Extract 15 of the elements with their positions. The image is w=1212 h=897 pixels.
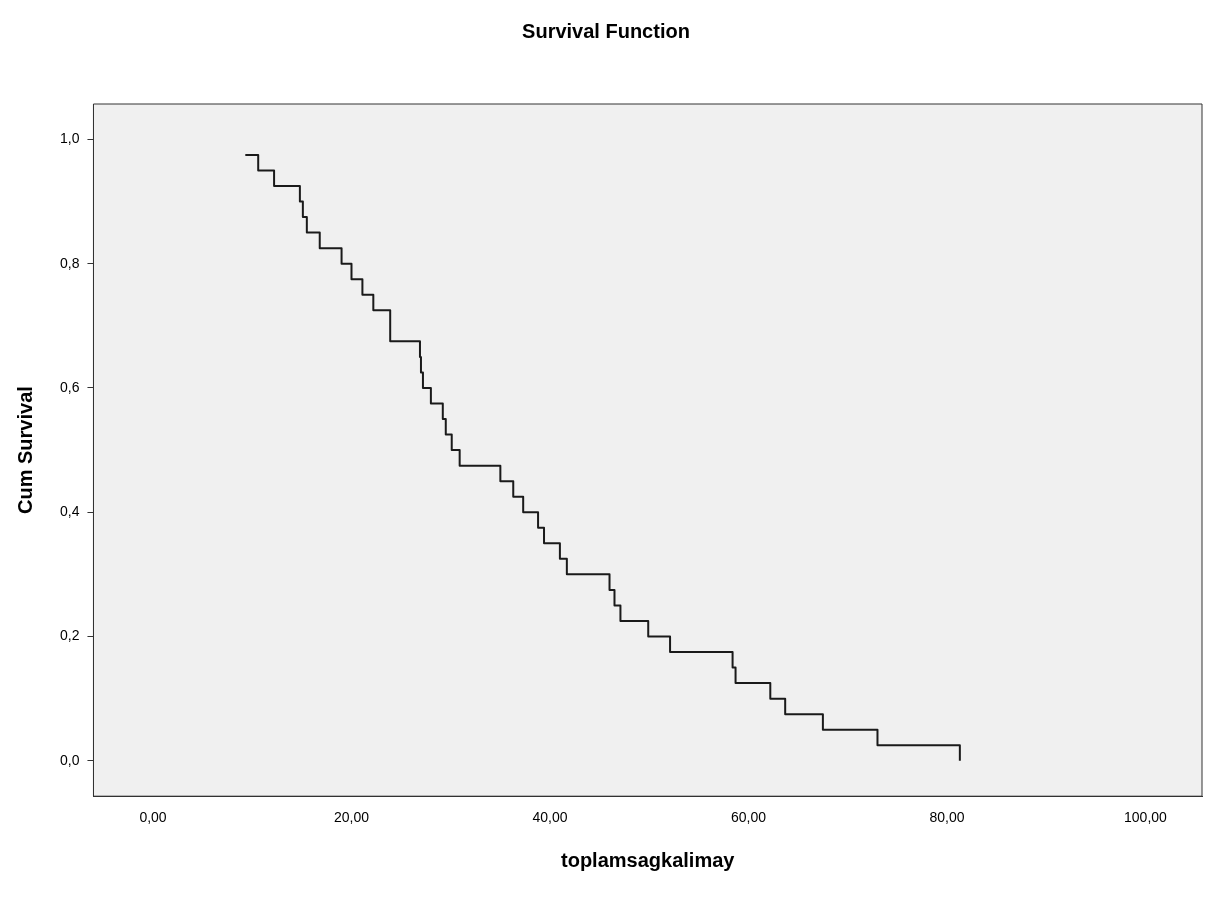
y-tick-label: 0,8 xyxy=(59,254,80,271)
x-axis-title: toplamsagkalimay xyxy=(561,848,736,871)
x-tick-label: 100,00 xyxy=(1124,809,1168,826)
y-axis-title: Cum Survival xyxy=(13,386,36,515)
y-tick-label: 1,0 xyxy=(59,130,80,147)
x-tick-label: 80,00 xyxy=(929,809,965,826)
y-tick-label: 0,6 xyxy=(59,378,80,395)
x-tick-label: 40,00 xyxy=(532,809,568,826)
y-tick-label: 0,0 xyxy=(59,751,80,768)
x-tick-label: 20,00 xyxy=(333,809,370,826)
chart-title: Survival Function xyxy=(522,19,690,42)
y-tick-label: 0,2 xyxy=(59,627,80,644)
x-tick-label: 0,00 xyxy=(139,809,167,826)
y-tick-label: 0,4 xyxy=(59,503,80,520)
x-tick-label: 60,00 xyxy=(730,809,767,826)
